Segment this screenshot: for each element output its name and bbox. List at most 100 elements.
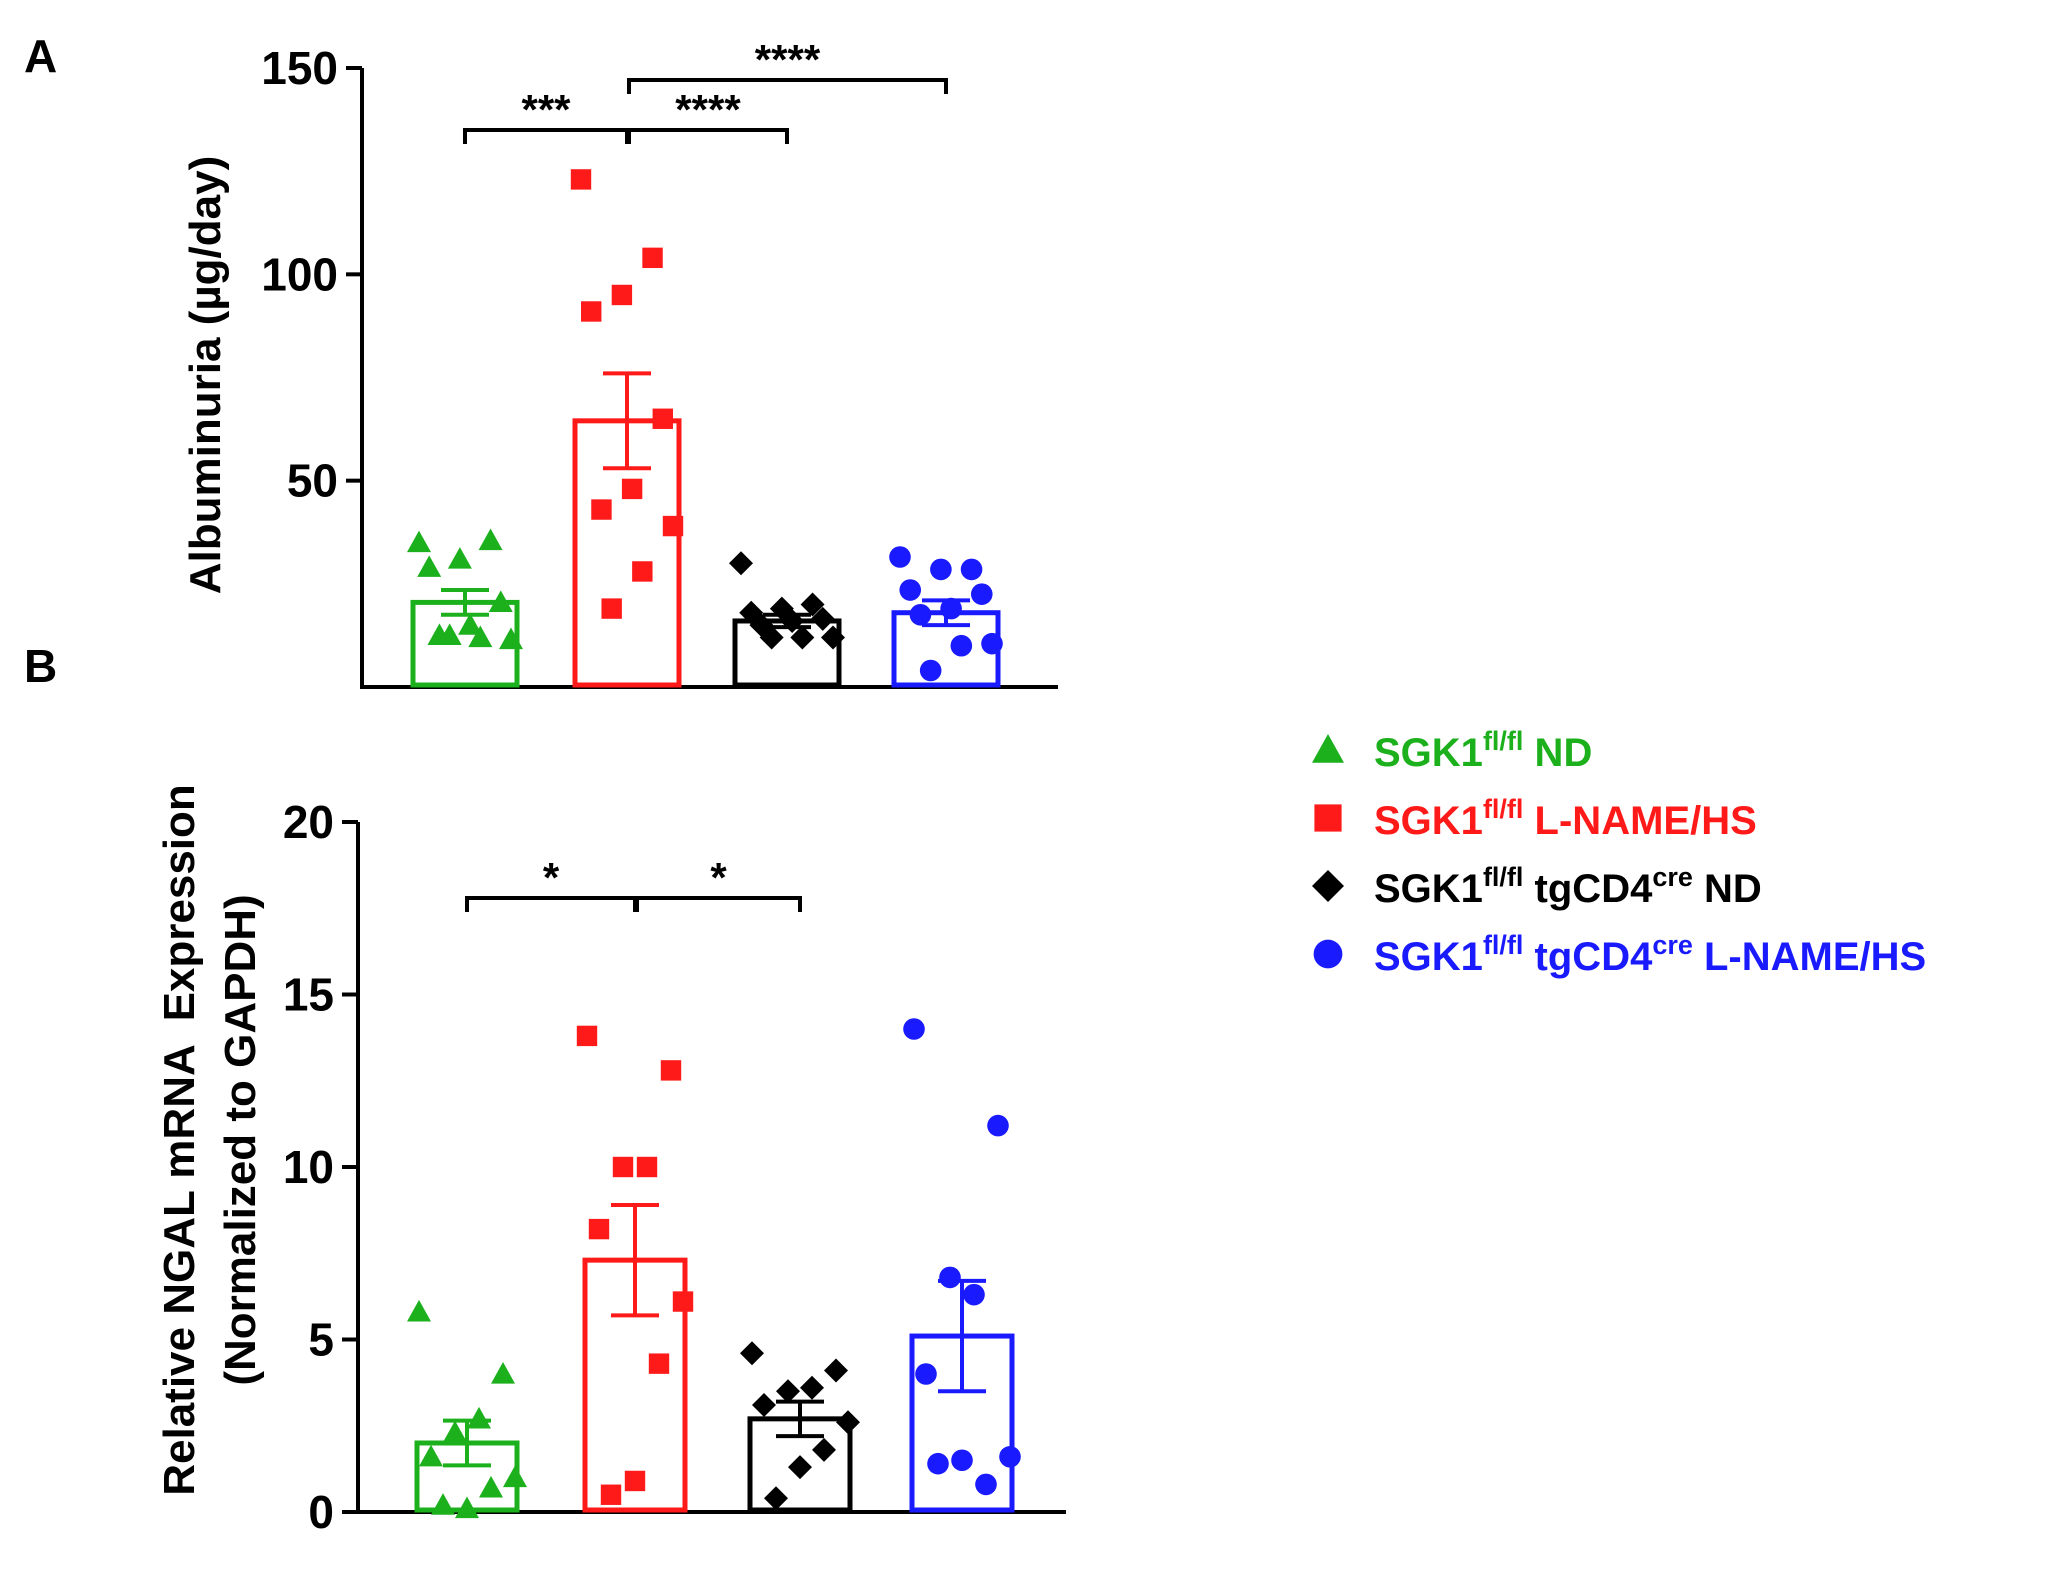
data-point-b-2 xyxy=(812,1437,836,1462)
data-point-b-0 xyxy=(455,1496,479,1519)
data-point-a-3 xyxy=(960,558,983,581)
legend-marker-square-icon xyxy=(1314,804,1342,832)
y-tick-label-b: 15 xyxy=(283,969,334,1021)
data-point-a-3 xyxy=(919,659,942,682)
legend-marker-circle-icon xyxy=(1313,939,1343,969)
data-point-b-0 xyxy=(503,1465,527,1488)
data-point-b-0 xyxy=(407,1299,431,1322)
data-point-a-1 xyxy=(581,301,602,322)
data-point-b-0 xyxy=(467,1406,491,1429)
data-point-b-1 xyxy=(648,1353,670,1374)
data-point-b-1 xyxy=(576,1025,598,1047)
bar-a-2 xyxy=(732,618,842,688)
data-point-b-2 xyxy=(836,1410,860,1435)
data-point-a-3 xyxy=(889,546,911,568)
data-point-a-1 xyxy=(601,598,622,619)
data-point-a-1 xyxy=(570,169,592,190)
data-point-a-3 xyxy=(970,583,993,605)
data-point-a-3 xyxy=(981,632,1003,655)
data-point-b-3 xyxy=(975,1473,997,1496)
data-point-a-3 xyxy=(940,597,962,620)
data-point-b-0 xyxy=(479,1475,503,1498)
legend-entry-0: SGK1fl/fl ND xyxy=(1374,726,1592,775)
data-point-a-1 xyxy=(591,499,612,520)
data-point-a-2 xyxy=(780,608,805,633)
data-point-a-3 xyxy=(909,603,932,626)
legend-entry-3: SGK1fl/fl tgCD4cre L-NAME/HS xyxy=(1374,930,1926,979)
data-point-b-3 xyxy=(939,1266,961,1289)
data-point-b-3 xyxy=(915,1363,937,1385)
data-point-a-0 xyxy=(468,625,493,648)
data-point-a-1 xyxy=(632,561,653,582)
data-point-a-0 xyxy=(417,555,442,577)
data-point-a-1 xyxy=(621,478,643,500)
data-point-b-3 xyxy=(927,1452,949,1475)
data-point-b-2 xyxy=(824,1358,848,1383)
data-point-a-2 xyxy=(800,592,825,617)
y-tick-label-a: 150 xyxy=(261,42,338,94)
panel-a-label: A xyxy=(24,30,57,82)
significance-label-b: * xyxy=(543,854,560,901)
data-point-b-1 xyxy=(588,1218,610,1240)
data-point-b-1 xyxy=(636,1156,658,1178)
data-point-a-3 xyxy=(899,579,922,601)
data-point-a-1 xyxy=(662,515,684,537)
data-point-a-2 xyxy=(810,606,835,631)
data-point-b-1 xyxy=(612,1156,634,1178)
significance-bracket-a xyxy=(627,128,789,144)
data-point-b-2 xyxy=(776,1379,800,1404)
data-point-b-2 xyxy=(764,1486,788,1511)
significance-label-a: *** xyxy=(521,86,571,133)
legend-entry-1: SGK1fl/fl L-NAME/HS xyxy=(1374,794,1757,843)
data-point-b-3 xyxy=(903,1018,925,1040)
data-point-b-2 xyxy=(800,1375,824,1400)
data-point-b-2 xyxy=(788,1455,812,1480)
data-point-a-2 xyxy=(729,551,753,576)
data-point-b-1 xyxy=(660,1060,682,1081)
data-point-a-0 xyxy=(407,530,431,553)
legend: SGK1fl/fl ND SGK1fl/fl L-NAME/HS SGK1fl/fl… xyxy=(1312,726,1926,979)
data-point-b-0 xyxy=(443,1420,467,1443)
data-point-a-2 xyxy=(790,625,815,650)
data-point-b-1 xyxy=(624,1470,646,1492)
data-point-a-0 xyxy=(437,623,462,646)
data-point-a-2 xyxy=(759,625,784,650)
y-tick-label-b: 10 xyxy=(283,1141,334,1193)
panel-b-label: B xyxy=(24,640,57,692)
legend-marker-diamond-icon xyxy=(1312,870,1344,902)
y-tick-label-a: 100 xyxy=(261,248,338,300)
y-tick-label-a: 50 xyxy=(287,455,338,507)
data-point-b-2 xyxy=(752,1393,776,1418)
data-point-b-1 xyxy=(672,1291,694,1312)
y-axis-title-a: Albuminuria (µg/day) xyxy=(181,156,230,594)
data-point-a-3 xyxy=(930,558,952,581)
data-point-b-0 xyxy=(491,1362,515,1384)
chart-panel-b: 0 5 10 15 20 * * xyxy=(283,796,1066,1538)
data-point-a-0 xyxy=(488,590,513,613)
legend-marker-triangle-icon xyxy=(1312,734,1344,763)
data-point-a-2 xyxy=(821,625,845,650)
significance-label-b: * xyxy=(710,854,727,901)
data-point-a-0 xyxy=(478,528,503,551)
y-tick-label-b: 5 xyxy=(308,1314,334,1366)
significance-label-a: **** xyxy=(755,36,821,83)
data-point-a-0 xyxy=(447,547,472,569)
data-point-b-1 xyxy=(600,1484,622,1505)
y-tick-label-b: 20 xyxy=(283,796,334,848)
data-point-b-3 xyxy=(999,1446,1021,1468)
data-point-a-3 xyxy=(950,634,973,657)
data-point-b-3 xyxy=(951,1449,973,1472)
data-point-a-1 xyxy=(642,247,663,269)
data-point-b-2 xyxy=(740,1341,764,1366)
significance-label-a: **** xyxy=(675,86,741,133)
data-point-a-1 xyxy=(652,408,673,429)
significance-bracket-a xyxy=(627,78,948,94)
data-point-b-0 xyxy=(419,1444,443,1467)
data-point-b-3 xyxy=(987,1114,1009,1137)
y-axis-title-b-line1: Relative NGAL mRNA Expression xyxy=(155,784,204,1496)
data-point-a-1 xyxy=(611,284,633,306)
legend-entry-2: SGK1fl/fl tgCD4cre ND xyxy=(1374,862,1762,911)
data-point-a-0 xyxy=(458,613,483,635)
